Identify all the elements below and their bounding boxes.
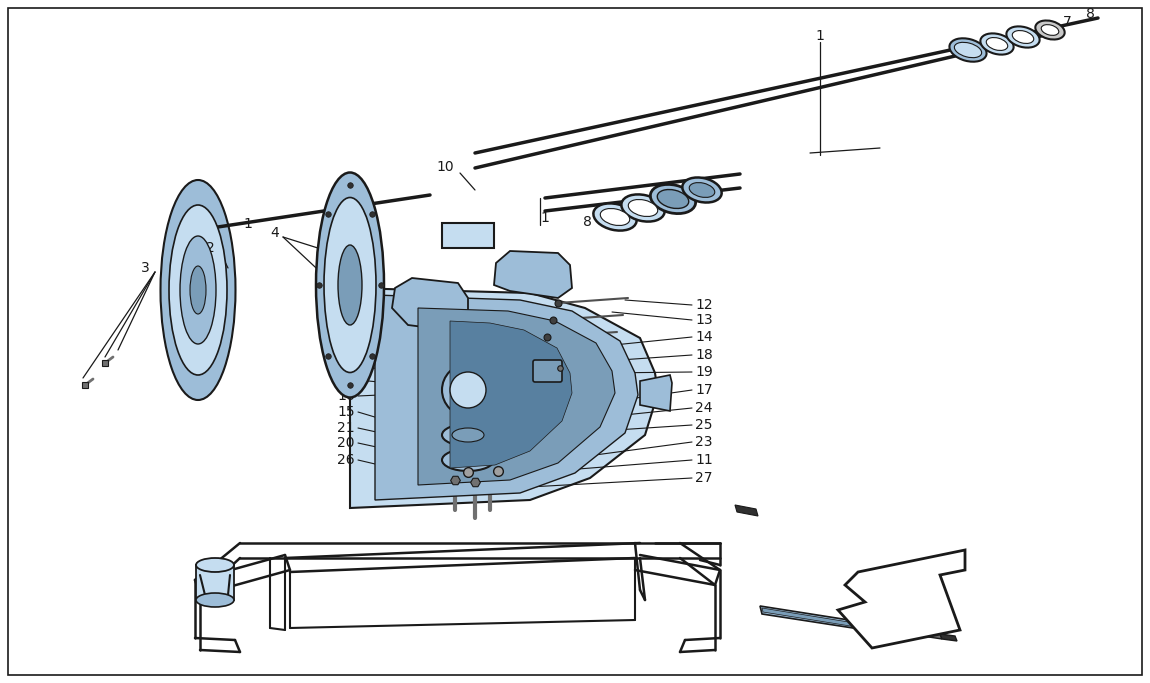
Ellipse shape (1035, 20, 1065, 40)
Text: 18: 18 (695, 348, 713, 362)
Ellipse shape (338, 245, 362, 325)
Bar (196, 565, 233, 600)
Text: 17: 17 (695, 383, 713, 397)
Ellipse shape (689, 182, 715, 197)
Ellipse shape (621, 195, 665, 221)
Text: 1: 1 (815, 29, 825, 43)
Ellipse shape (169, 205, 227, 375)
Ellipse shape (190, 266, 206, 314)
Polygon shape (760, 606, 905, 636)
Ellipse shape (1041, 25, 1059, 36)
Polygon shape (940, 634, 957, 641)
Text: 20: 20 (337, 436, 355, 450)
Text: 27: 27 (695, 471, 713, 485)
Text: 19: 19 (695, 365, 713, 379)
Text: 7: 7 (610, 206, 619, 220)
Ellipse shape (196, 558, 233, 572)
Text: 3: 3 (140, 261, 150, 275)
Polygon shape (450, 321, 572, 468)
Text: 13: 13 (695, 313, 713, 327)
Ellipse shape (954, 42, 982, 57)
Text: 10: 10 (436, 160, 454, 174)
Ellipse shape (628, 199, 658, 217)
Text: 5: 5 (988, 41, 996, 55)
Ellipse shape (1006, 27, 1040, 48)
Ellipse shape (987, 38, 1007, 51)
Text: 15: 15 (337, 405, 355, 419)
Polygon shape (417, 308, 615, 485)
Ellipse shape (658, 189, 689, 208)
Text: 25: 25 (337, 358, 355, 372)
Text: 25: 25 (695, 418, 713, 432)
Ellipse shape (442, 449, 494, 471)
Polygon shape (494, 251, 572, 298)
Text: 14: 14 (695, 330, 713, 344)
Text: 11: 11 (695, 453, 713, 467)
Polygon shape (641, 375, 672, 411)
Text: 1: 1 (540, 211, 550, 225)
Text: 9: 9 (638, 196, 647, 210)
Ellipse shape (196, 593, 233, 607)
Ellipse shape (450, 372, 486, 408)
Ellipse shape (442, 364, 494, 416)
Ellipse shape (316, 173, 384, 398)
Text: 2: 2 (206, 241, 214, 255)
Ellipse shape (600, 208, 630, 225)
Text: 8: 8 (583, 215, 591, 229)
Polygon shape (350, 288, 658, 508)
Polygon shape (838, 550, 965, 648)
Ellipse shape (324, 197, 376, 372)
Text: 9: 9 (1037, 23, 1046, 37)
Ellipse shape (981, 33, 1013, 55)
Polygon shape (392, 278, 468, 331)
FancyBboxPatch shape (532, 360, 562, 382)
Ellipse shape (593, 204, 637, 231)
Text: 1: 1 (244, 217, 253, 231)
Text: 6: 6 (667, 187, 675, 201)
Polygon shape (735, 505, 758, 516)
Polygon shape (375, 295, 638, 500)
Ellipse shape (651, 184, 696, 214)
Ellipse shape (950, 38, 987, 61)
Text: 26: 26 (337, 453, 355, 467)
Text: 21: 21 (337, 421, 355, 435)
Ellipse shape (682, 178, 722, 203)
Text: 24: 24 (695, 401, 713, 415)
Ellipse shape (442, 424, 494, 446)
Ellipse shape (452, 428, 484, 442)
Ellipse shape (181, 236, 216, 344)
Text: 16: 16 (337, 389, 355, 403)
Polygon shape (900, 628, 942, 639)
Ellipse shape (161, 180, 236, 400)
Text: 4: 4 (270, 226, 279, 240)
Text: 22: 22 (337, 373, 355, 387)
Text: 12: 12 (695, 298, 713, 312)
Text: 7: 7 (1063, 15, 1072, 29)
Text: 24: 24 (337, 345, 355, 359)
Polygon shape (442, 223, 494, 248)
Text: 23: 23 (695, 435, 713, 449)
Ellipse shape (1012, 31, 1034, 44)
Polygon shape (762, 608, 900, 634)
Text: 8: 8 (1086, 7, 1095, 21)
Text: 6: 6 (1013, 31, 1022, 45)
